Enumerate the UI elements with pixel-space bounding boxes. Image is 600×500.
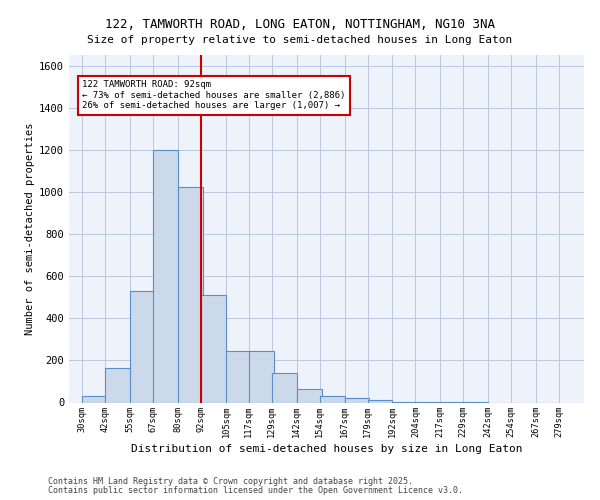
Text: Size of property relative to semi-detached houses in Long Eaton: Size of property relative to semi-detach…: [88, 35, 512, 45]
X-axis label: Distribution of semi-detached houses by size in Long Eaton: Distribution of semi-detached houses by …: [131, 444, 522, 454]
Bar: [130, 291, 155, 403]
Bar: [153, 150, 178, 403]
Text: Contains HM Land Registry data © Crown copyright and database right 2025.: Contains HM Land Registry data © Crown c…: [48, 477, 413, 486]
Y-axis label: Number of semi-detached properties: Number of semi-detached properties: [25, 122, 35, 335]
Text: Contains public sector information licensed under the Open Government Licence v3: Contains public sector information licen…: [48, 486, 463, 495]
Bar: [249, 351, 274, 403]
Bar: [368, 400, 392, 402]
Bar: [82, 396, 107, 402]
Bar: [320, 396, 344, 402]
Text: 122, TAMWORTH ROAD, LONG EATON, NOTTINGHAM, NG10 3NA: 122, TAMWORTH ROAD, LONG EATON, NOTTINGH…: [105, 18, 495, 30]
Text: 122 TAMWORTH ROAD: 92sqm
← 73% of semi-detached houses are smaller (2,886)
26% o: 122 TAMWORTH ROAD: 92sqm ← 73% of semi-d…: [82, 80, 346, 110]
Bar: [106, 368, 130, 402]
Bar: [297, 389, 322, 402]
Bar: [178, 186, 203, 402]
Bar: [226, 351, 251, 403]
Bar: [344, 398, 370, 402]
Bar: [272, 373, 297, 402]
Bar: [201, 295, 226, 403]
